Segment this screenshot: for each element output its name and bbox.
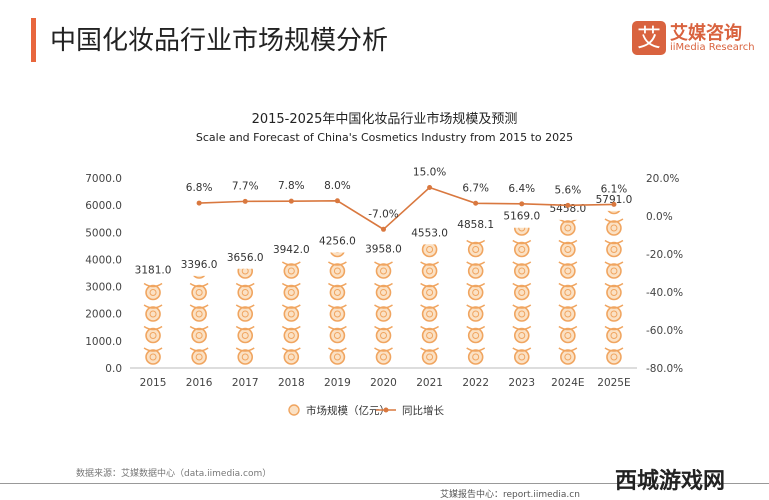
bar-2017 [235,268,255,365]
y-left-tick: 7000.0 [85,173,122,185]
growth-label: 6.1% [601,183,628,195]
bar-2023 [512,227,532,365]
y-right-tick: 0.0% [646,211,673,223]
report-link[interactable]: 艾媒报告中心：report.iimedia.cn [440,490,580,500]
y-left-tick: 1000.0 [85,336,122,348]
growth-point [519,201,525,207]
y-left-tick: 6000.0 [85,200,122,212]
y-left-tick: 0.0 [105,363,122,375]
bar-2018 [281,261,301,365]
bar-label: 3942.0 [273,244,310,256]
growth-label: 5.6% [555,184,582,196]
y-left-tick: 4000.0 [85,254,122,266]
x-tick: 2021 [416,377,443,389]
watermark: 西城游戏网 [615,469,726,494]
growth-point [242,198,248,204]
x-tick: 2015 [140,377,167,389]
growth-point [565,202,571,208]
growth-label: 6.7% [462,182,489,194]
legend-line-icon [383,407,389,413]
bar-2025E [604,210,624,365]
chart-title: 2015-2025年中国化妆品行业市场规模及预测 [251,112,518,127]
growth-point [196,200,202,206]
bar-label: 3181.0 [135,265,172,277]
growth-point [288,198,294,204]
legend: 市场规模（亿元） 同比增长 [288,404,444,417]
x-tick: 2019 [324,377,351,389]
x-tick: 2025E [597,377,630,389]
x-tick: 2024E [551,377,584,389]
growth-label: -7.0% [368,208,398,220]
growth-point [334,198,340,204]
bar-2024E [558,219,578,365]
logo-mark: 艾 [632,21,666,55]
bar-2016 [189,275,209,365]
bar-label: 4553.0 [411,227,448,239]
y-right-tick: -80.0% [646,363,683,375]
growth-label: 7.8% [278,180,305,192]
logo-cn: 艾媒咨询 [670,23,742,44]
bar-label: 5169.0 [503,211,540,223]
chart-subtitle: Scale and Forecast of China's Cosmetics … [195,131,574,144]
y-left-tick: 5000.0 [85,227,122,239]
growth-label: 6.4% [508,183,535,195]
y-left-tick: 3000.0 [85,282,122,294]
y-right-tick: 20.0% [646,173,679,185]
bar-2021 [420,244,440,365]
logo-en: iiMedia Research [670,42,755,53]
bar-label: 3396.0 [181,259,218,271]
legend-bar-icon [288,404,300,416]
footer-divider [0,483,769,484]
bar-2019 [327,252,347,365]
bar-label: 5791.0 [596,194,633,206]
bar-2022 [466,239,486,365]
growth-point [611,201,617,207]
bar-label: 3656.0 [227,252,264,264]
growth-point [473,200,479,206]
legend-bar-label: 市场规模（亿元） [306,404,390,417]
title-accent-bar [31,18,36,62]
bar-label: 3958.0 [365,244,402,256]
y-right-tick: -20.0% [646,249,683,261]
y-right-tick: -60.0% [646,325,683,337]
chart: 0.0 1000.0 2000.0 3000.0 4000.0 5000.0 6000.0 7… [85,167,683,418]
growth-point [427,185,433,190]
x-tick: 2022 [462,377,489,389]
bar-2020 [374,261,393,365]
x-tick: 2020 [370,377,397,389]
growth-label: 15.0% [413,167,446,179]
x-tick: 2023 [508,377,535,389]
x-tick: 2016 [186,377,213,389]
growth-point [381,226,386,232]
bar-label: 4256.0 [319,235,356,247]
bar-label: 4858.1 [457,219,494,231]
y-right-tick: -40.0% [646,287,683,299]
growth-label: 8.0% [324,180,351,192]
x-tick: 2017 [232,377,259,389]
growth-label: 7.7% [232,180,259,192]
growth-label: 6.8% [186,182,213,194]
page-title: 中国化妆品行业市场规模分析 [50,26,389,56]
x-tick: 2018 [278,377,305,389]
source-note: 数据来源：艾媒数据中心（data.iimedia.com） [76,469,272,479]
growth-line [199,186,614,231]
legend-line-label: 同比增长 [402,404,444,417]
y-left-tick: 2000.0 [85,309,122,321]
bar-2015 [143,282,163,365]
